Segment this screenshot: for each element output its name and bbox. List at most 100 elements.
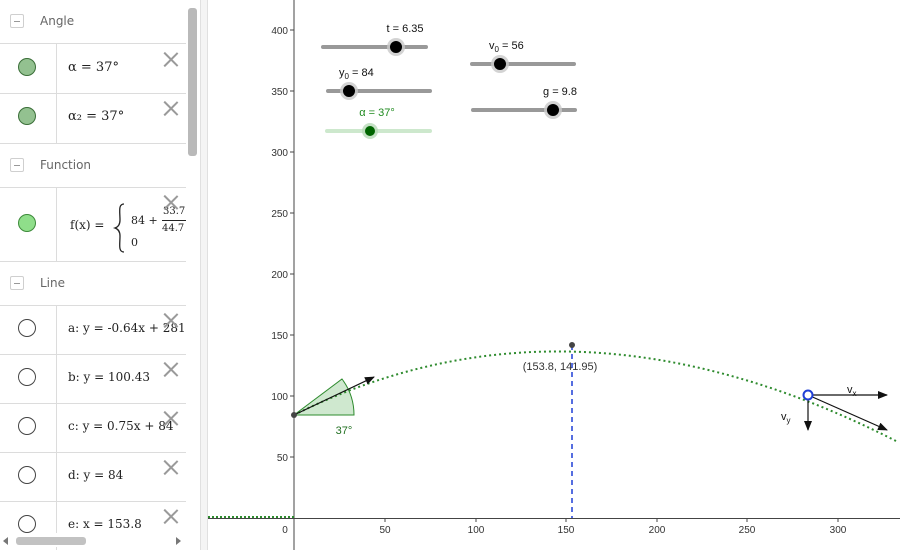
algebra-item-alpha[interactable]: α = 37° xyxy=(0,44,186,94)
marble-cell xyxy=(0,404,57,452)
vx-subscript: x xyxy=(853,389,857,398)
graphics-view[interactable]: 0 50 100 150 200 250 300 50 100 150 200 … xyxy=(208,0,900,550)
slider-knob xyxy=(547,104,559,116)
y-tick-label: 150 xyxy=(271,331,288,342)
slider-alpha-label: α = 37° xyxy=(359,107,395,119)
view-divider[interactable] xyxy=(200,0,208,550)
function-numerator: 33.7 xyxy=(163,206,186,217)
marble-cell xyxy=(0,94,57,143)
algebra-expression[interactable]: a: y = -0.64x + 281 xyxy=(68,321,186,335)
visibility-toggle-icon[interactable] xyxy=(18,368,36,386)
slider-alpha[interactable]: α = 37° xyxy=(325,107,432,139)
delete-icon[interactable] xyxy=(164,362,178,376)
vertex-label: (153.8, 141.95) xyxy=(523,361,598,373)
vertical-scroll-thumb[interactable] xyxy=(188,8,197,156)
slider-t-label: t = 6.35 xyxy=(386,23,423,35)
x-ticks xyxy=(384,518,839,522)
category-function[interactable]: Function xyxy=(0,144,186,188)
vy-label: vy xyxy=(781,411,791,425)
algebra-expression[interactable]: c: y = 0.75x + 84 xyxy=(68,419,174,433)
collapse-icon[interactable] xyxy=(10,14,24,28)
slider-v0-letter: v xyxy=(489,40,495,52)
visibility-toggle-icon[interactable] xyxy=(18,214,36,232)
algebra-item-function[interactable]: f(x) = 84 + 33.7 44.7 0 xyxy=(0,188,186,262)
y-tick-label: 50 xyxy=(277,453,289,464)
y-tick-label: 400 xyxy=(271,26,288,37)
category-label-line: Line xyxy=(40,276,66,290)
x-tick-label: 150 xyxy=(558,525,575,536)
visibility-toggle-icon[interactable] xyxy=(18,58,36,76)
slider-g[interactable]: g = 9.8 xyxy=(471,86,577,119)
function-name[interactable]: f(x) = xyxy=(70,218,105,232)
delete-icon[interactable] xyxy=(164,313,178,327)
velocity-vector[interactable] xyxy=(807,394,888,431)
visibility-toggle-icon[interactable] xyxy=(18,319,36,337)
x-tick-label: 100 xyxy=(468,525,485,536)
algebra-expression[interactable]: e: x = 153.8 xyxy=(68,517,142,531)
marble-cell xyxy=(0,502,57,550)
horizontal-scroll-thumb[interactable] xyxy=(16,537,86,545)
algebra-item-line-a[interactable]: a: y = -0.64x + 281 xyxy=(0,306,186,355)
slider-t[interactable]: t = 6.35 xyxy=(321,23,428,56)
slider-knob xyxy=(343,85,355,97)
fraction-bar xyxy=(162,220,186,221)
slider-v0-label: v0 = 56 xyxy=(489,40,524,54)
slider-v0-subscript: 0 xyxy=(495,45,500,54)
launch-point[interactable] xyxy=(291,412,297,418)
visibility-toggle-icon[interactable] xyxy=(18,107,36,125)
scroll-left-icon[interactable] xyxy=(3,537,8,545)
visibility-toggle-icon[interactable] xyxy=(18,466,36,484)
delete-icon[interactable] xyxy=(164,195,178,209)
vx-label: vx xyxy=(847,384,857,398)
collapse-icon[interactable] xyxy=(10,158,24,172)
visibility-toggle-icon[interactable] xyxy=(18,515,36,533)
vertical-scrollbar[interactable] xyxy=(186,0,200,550)
y-tick-labels: 50 100 150 200 250 300 350 400 xyxy=(271,26,288,464)
y-tick-label: 100 xyxy=(271,392,288,403)
y-ticks xyxy=(290,29,294,458)
x-tick-label: 250 xyxy=(739,525,756,536)
horizontal-scrollbar[interactable] xyxy=(0,533,186,547)
scroll-right-icon[interactable] xyxy=(176,537,181,545)
algebra-expression[interactable]: b: y = 100.43 xyxy=(68,370,150,384)
delete-icon[interactable] xyxy=(164,509,178,523)
slider-v0-value: = 56 xyxy=(499,40,524,52)
category-angle[interactable]: Angle xyxy=(0,0,186,44)
projectile-point[interactable] xyxy=(802,389,814,401)
slider-y0-letter: y xyxy=(339,67,345,79)
algebra-expression[interactable]: d: y = 84 xyxy=(68,468,124,482)
marble-cell xyxy=(0,188,57,261)
slider-knob xyxy=(494,58,506,70)
launch-angle-sector[interactable] xyxy=(292,378,355,416)
algebra-item-line-b[interactable]: b: y = 100.43 xyxy=(0,355,186,404)
category-label-angle: Angle xyxy=(40,14,75,28)
slider-g-label: g = 9.8 xyxy=(543,86,577,98)
slider-y0-label: y0 = 84 xyxy=(339,67,374,81)
delete-icon[interactable] xyxy=(164,411,178,425)
marble-cell xyxy=(0,453,57,501)
slider-v0[interactable]: v0 = 56 xyxy=(470,40,576,73)
visibility-toggle-icon[interactable] xyxy=(18,417,36,435)
function-piece2: 0 xyxy=(131,236,138,249)
launch-velocity-vector[interactable] xyxy=(293,376,375,416)
delete-icon[interactable] xyxy=(164,460,178,474)
algebra-expression[interactable]: α = 37° xyxy=(68,60,119,75)
category-line[interactable]: Line xyxy=(0,262,186,306)
collapse-icon[interactable] xyxy=(10,276,24,290)
slider-y0[interactable]: y0 = 84 xyxy=(326,67,432,100)
delete-icon[interactable] xyxy=(164,52,178,66)
delete-icon[interactable] xyxy=(164,101,178,115)
algebra-item-line-e[interactable]: e: x = 153.8 xyxy=(0,502,186,550)
angle-label: 37° xyxy=(336,425,353,437)
marble-cell xyxy=(0,306,57,354)
y-tick-label: 300 xyxy=(271,148,288,159)
algebra-item-line-d[interactable]: d: y = 84 xyxy=(0,453,186,502)
algebra-item-line-c[interactable]: c: y = 0.75x + 84 xyxy=(0,404,186,453)
x-tick-label: 50 xyxy=(379,525,391,536)
algebra-view: Angle α = 37° α₂ = 37° Function f(x) = 8… xyxy=(0,0,186,550)
algebra-expression[interactable]: α₂ = 37° xyxy=(68,109,125,124)
x-tick-label: 0 xyxy=(282,525,288,536)
vertex-point[interactable] xyxy=(569,342,575,348)
y-tick-label: 200 xyxy=(271,270,288,281)
algebra-item-alpha2[interactable]: α₂ = 37° xyxy=(0,94,186,144)
